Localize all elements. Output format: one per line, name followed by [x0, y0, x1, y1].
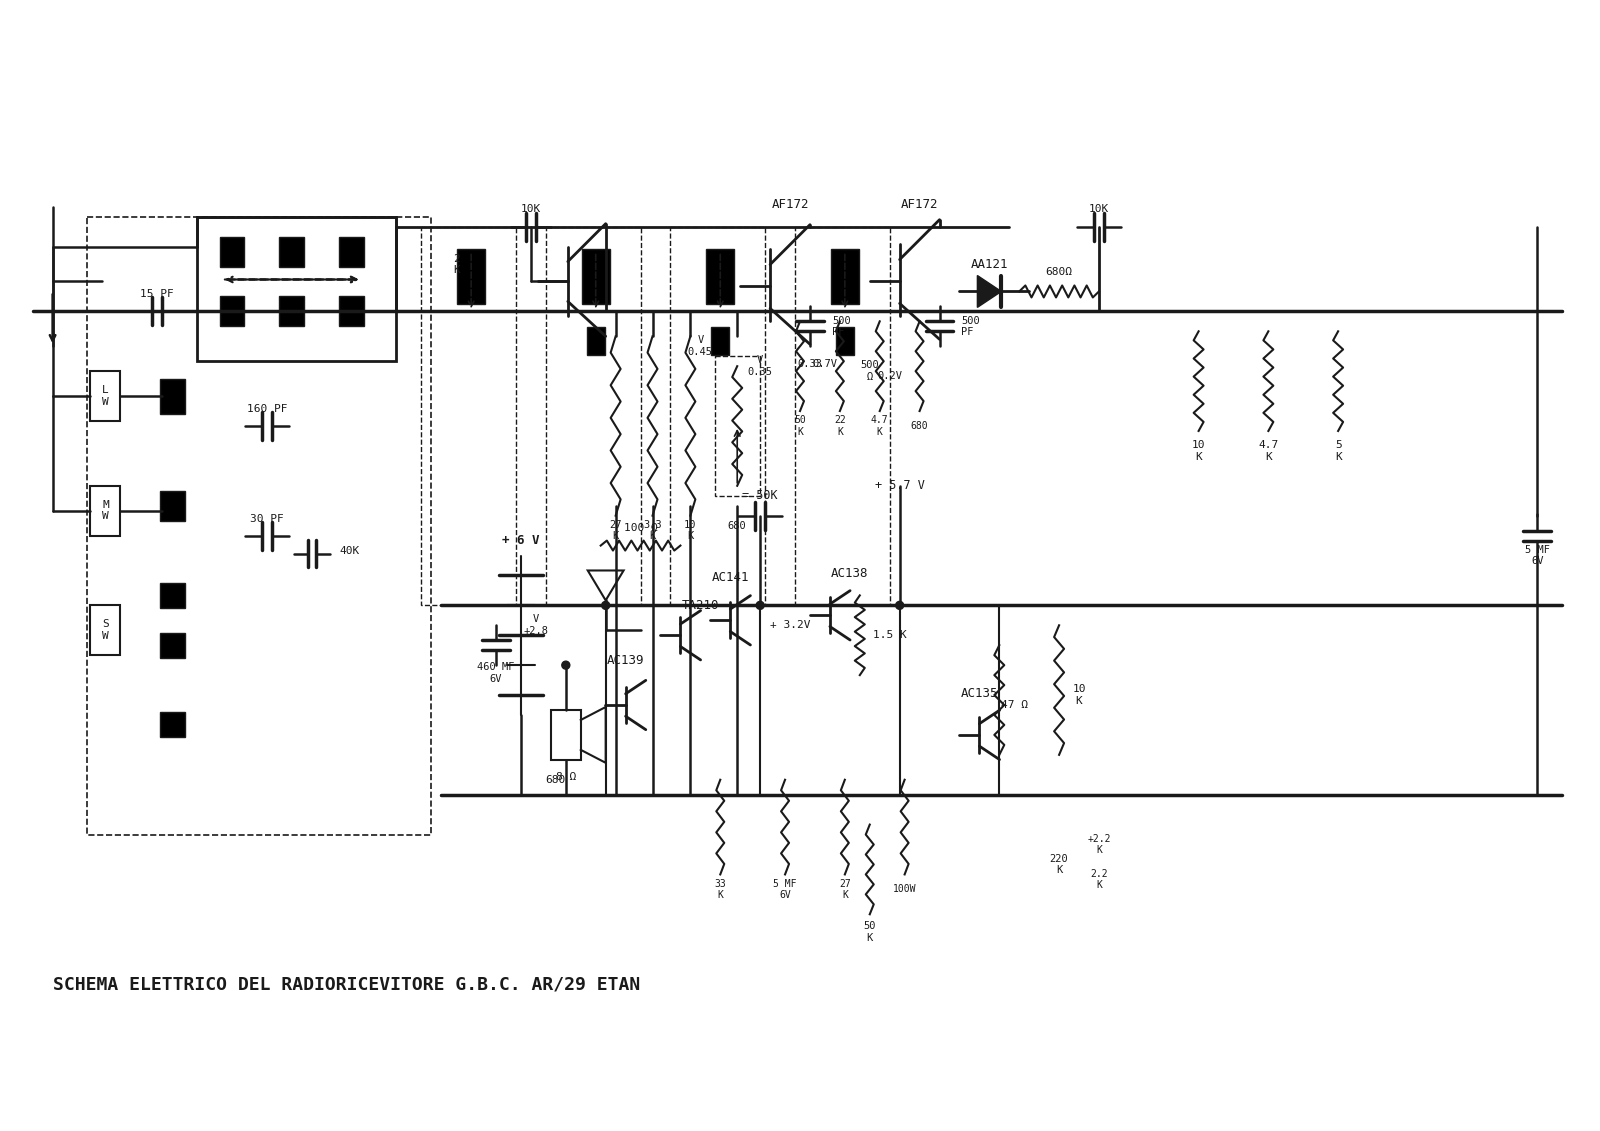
- Text: 3.3
K: 3.3 K: [643, 520, 662, 542]
- Bar: [197, 217, 397, 361]
- Bar: [280, 296, 304, 327]
- Text: 8 Ω: 8 Ω: [555, 771, 576, 782]
- Text: 460 MF
6V: 460 MF 6V: [477, 663, 515, 684]
- Text: 15 PF: 15 PF: [141, 290, 174, 300]
- Text: 40K: 40K: [339, 545, 360, 555]
- Bar: [458, 249, 485, 304]
- Circle shape: [757, 602, 765, 610]
- Bar: [160, 379, 184, 414]
- Text: 10
K: 10 K: [1072, 684, 1086, 706]
- Text: 100W: 100W: [893, 884, 917, 895]
- Text: 30 PF: 30 PF: [250, 513, 283, 524]
- Text: 5 MF
6V: 5 MF 6V: [1525, 545, 1550, 567]
- Text: V
+2.8: V +2.8: [523, 614, 549, 636]
- Text: 27
K: 27 K: [838, 879, 851, 900]
- Bar: [219, 236, 245, 267]
- Circle shape: [896, 602, 904, 610]
- Text: 50
K: 50 K: [794, 415, 806, 437]
- Bar: [160, 582, 184, 607]
- Circle shape: [602, 602, 610, 610]
- Text: AC141: AC141: [712, 571, 749, 584]
- Bar: [835, 327, 854, 355]
- Text: 680: 680: [910, 421, 928, 431]
- Bar: [280, 236, 304, 267]
- Text: S
W: S W: [102, 620, 109, 641]
- Text: 160 PF: 160 PF: [246, 404, 286, 414]
- Bar: [339, 236, 365, 267]
- Text: 10
K: 10 K: [685, 520, 696, 542]
- Bar: [160, 713, 184, 737]
- Text: 22
K: 22 K: [834, 415, 846, 437]
- Text: AC135: AC135: [960, 687, 998, 700]
- Text: TA210: TA210: [682, 598, 718, 612]
- Text: + 6 V: + 6 V: [502, 534, 539, 547]
- Bar: [421, 226, 515, 605]
- Text: + 5.7 V: + 5.7 V: [875, 480, 925, 492]
- Text: AC138: AC138: [830, 567, 869, 580]
- Bar: [88, 217, 432, 835]
- Text: 680Ω: 680Ω: [1045, 267, 1072, 276]
- Text: 10K: 10K: [1090, 204, 1109, 214]
- Text: 10
K: 10 K: [1192, 440, 1205, 461]
- Bar: [587, 327, 605, 355]
- Text: 4.7
K: 4.7 K: [1258, 440, 1278, 461]
- Bar: [715, 356, 760, 495]
- Text: AF172: AF172: [771, 198, 808, 211]
- Bar: [160, 632, 184, 658]
- Text: 5 MF
6V: 5 MF 6V: [773, 879, 797, 900]
- Bar: [550, 710, 581, 760]
- Text: AC139: AC139: [606, 654, 645, 666]
- Text: +2.2
K: +2.2 K: [1088, 834, 1110, 855]
- Text: 680: 680: [546, 775, 566, 785]
- Text: = 50K: = 50K: [742, 490, 778, 502]
- Circle shape: [562, 662, 570, 670]
- Text: V
0.45: V 0.45: [688, 336, 714, 357]
- Text: 4.7
K: 4.7 K: [870, 415, 888, 437]
- Bar: [670, 226, 765, 605]
- Text: 1.5 K: 1.5 K: [874, 630, 907, 640]
- Text: 33
K: 33 K: [715, 879, 726, 900]
- Text: 220
K: 220 K: [1050, 854, 1069, 875]
- Text: 100 Ω: 100 Ω: [624, 523, 658, 533]
- Bar: [712, 327, 730, 355]
- Text: 2.2
K: 2.2 K: [1090, 869, 1107, 890]
- Text: V
0.35: V 0.35: [747, 355, 773, 377]
- Text: 500
Ω: 500 Ω: [861, 361, 878, 382]
- Text: 47 Ω: 47 Ω: [1000, 700, 1027, 710]
- Text: 500
PF: 500 PF: [962, 316, 981, 337]
- Text: L
W: L W: [102, 386, 109, 407]
- Bar: [91, 486, 120, 536]
- Polygon shape: [978, 276, 1002, 308]
- Bar: [160, 491, 184, 520]
- Text: SCHEMA ELETTRICO DEL RADIORICEVITORE G.B.C. AR/29 ETAN: SCHEMA ELETTRICO DEL RADIORICEVITORE G.B…: [53, 975, 640, 993]
- Bar: [830, 249, 859, 304]
- Text: AA121: AA121: [971, 258, 1008, 271]
- Bar: [582, 249, 610, 304]
- Text: 680: 680: [728, 520, 747, 530]
- Text: 0.7V: 0.7V: [813, 360, 837, 369]
- Bar: [706, 249, 734, 304]
- Text: 50
K: 50 K: [864, 922, 877, 943]
- Bar: [795, 226, 890, 605]
- Text: 500
PF: 500 PF: [832, 316, 851, 337]
- Text: 27
K: 27 K: [610, 520, 622, 542]
- Text: 10K: 10K: [522, 204, 541, 214]
- Bar: [91, 371, 120, 421]
- Text: M
W: M W: [102, 500, 109, 521]
- Bar: [219, 296, 245, 327]
- Text: 0.2V: 0.2V: [877, 371, 902, 381]
- Bar: [546, 226, 640, 605]
- Text: 5
K: 5 K: [1334, 440, 1341, 461]
- Bar: [339, 296, 365, 327]
- Text: 2
K: 2 K: [453, 253, 459, 275]
- Text: AF172: AF172: [901, 198, 938, 211]
- Text: + 3.2V: + 3.2V: [770, 620, 810, 630]
- Bar: [91, 605, 120, 655]
- Text: 0.33: 0.33: [797, 360, 822, 369]
